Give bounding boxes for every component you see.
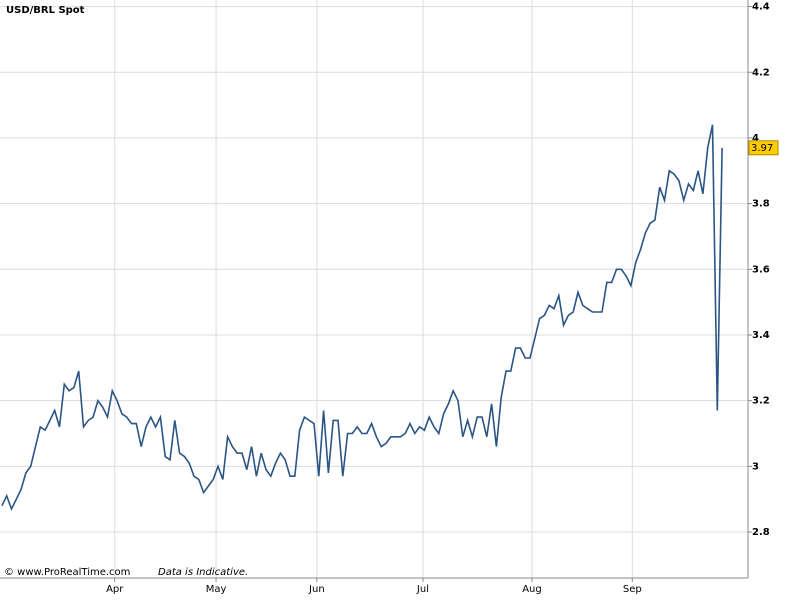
y-tick-label: 3.8 xyxy=(752,199,770,210)
x-tick-label: Aug xyxy=(522,584,542,595)
x-tick-label: Apr xyxy=(106,584,124,595)
y-tick-label: 3.4 xyxy=(752,330,770,341)
y-tick-label: 2.8 xyxy=(752,527,770,538)
grid xyxy=(0,0,748,578)
y-tick-label: 4.4 xyxy=(752,2,770,13)
source: © www.ProRealTime.com xyxy=(4,567,130,578)
last-value-label: 3.97 xyxy=(751,143,773,154)
last-value-box xyxy=(748,140,779,156)
y-tick-label: 3.6 xyxy=(752,264,770,275)
x-tick-label: Sep xyxy=(623,584,642,595)
x-tick-label: Jun xyxy=(308,584,325,595)
y-tick-label: 3.2 xyxy=(752,396,770,407)
x-tick-label: May xyxy=(206,584,227,595)
y-tick-label: 4 xyxy=(752,133,759,144)
chart-title: USD/BRL Spot xyxy=(6,5,85,16)
y-tick-label: 3 xyxy=(752,461,759,472)
note: Data is Indicative. xyxy=(158,567,248,578)
price-line xyxy=(1,124,723,512)
y-tick-label: 4.2 xyxy=(752,67,770,78)
x-tick-label: Jul xyxy=(416,584,429,595)
plot xyxy=(1,124,723,512)
